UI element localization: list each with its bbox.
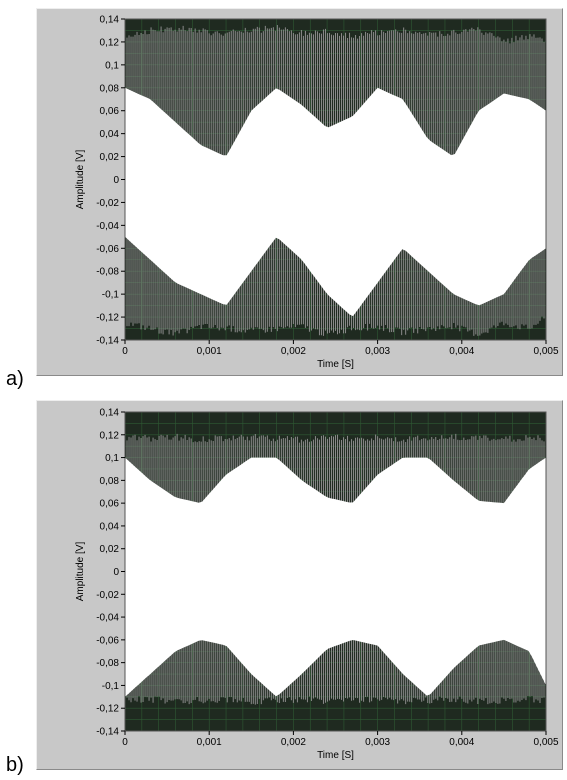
y-tick-label: -0,06 (96, 244, 119, 255)
y-tick-label: 0,08 (100, 476, 120, 487)
y-axis-title: Amplitude [V] (75, 542, 86, 602)
y-axis: 0,14 0,12 0,1 0,08 0,06 0,04 0,02 0 -0,02 -0,04 -0… (96, 408, 125, 738)
y-tick-label: -0,1 (102, 290, 120, 301)
x-axis-title: Time [S] (317, 359, 354, 370)
y-tick-label: -0,08 (96, 267, 119, 278)
y-tick-label: 0,08 (100, 83, 120, 94)
signal-core (125, 87, 546, 317)
x-tick-label: 0,004 (449, 737, 474, 748)
x-axis-unit: [S] (342, 359, 354, 370)
x-axis-unit: [S] (342, 750, 354, 761)
x-tick-label: 0,004 (449, 346, 474, 357)
x-axis: 0 0,001 0,002 0,003 0,004 0,005 (122, 340, 559, 357)
x-axis-label: Time (317, 750, 342, 761)
y-tick-label: -0,12 (96, 313, 119, 324)
x-tick-label: 0,005 (533, 346, 558, 357)
y-tick-label: -0,08 (96, 658, 119, 669)
y-tick-label: 0,1 (105, 60, 119, 71)
y-tick-label: -0,02 (96, 198, 119, 209)
y-tick-label: 0 (113, 567, 119, 578)
x-tick-label: 0,003 (365, 737, 390, 748)
chart-a: 0,14 0,12 0,1 0,08 0,06 0,04 0,02 0 -0,02 -0,04 -0… (75, 15, 559, 371)
y-tick-label: -0,04 (96, 221, 119, 232)
y-tick-label: 0,06 (100, 499, 120, 510)
x-axis: 0 0,001 0,002 0,003 0,004 0,005 (122, 731, 559, 748)
y-tick-label: 0,02 (100, 544, 120, 555)
chart-panel-a: 0,14 0,12 0,1 0,08 0,06 0,04 0,02 0 -0,02 -0,04 -0… (36, 8, 563, 376)
x-tick-label: 0 (122, 346, 128, 357)
y-tick-label: 0,06 (100, 106, 120, 117)
y-axis-unit: [V] (75, 542, 86, 554)
x-axis-label: Time (317, 359, 342, 370)
x-tick-label: 0,001 (197, 737, 222, 748)
y-axis-label: Amplitude (75, 162, 86, 209)
y-tick-label: 0,12 (100, 430, 120, 441)
x-tick-label: 0 (122, 737, 128, 748)
y-axis: 0,14 0,12 0,1 0,08 0,06 0,04 0,02 0 -0,02 -0,04 -0… (96, 15, 125, 347)
y-tick-label: -0,06 (96, 635, 119, 646)
y-tick-label: -0,12 (96, 704, 119, 715)
x-tick-label: 0,002 (281, 737, 306, 748)
y-tick-label: 0,12 (100, 37, 120, 48)
x-tick-label: 0,005 (533, 737, 558, 748)
y-tick-label: 0,14 (100, 15, 120, 26)
x-tick-label: 0,002 (281, 346, 306, 357)
y-tick-label: 0,04 (100, 521, 120, 532)
y-tick-label: -0,02 (96, 590, 119, 601)
chart-panel-b: 0,14 0,12 0,1 0,08 0,06 0,04 0,02 0 -0,02 -0,04 -0… (36, 400, 563, 770)
y-tick-label: -0,14 (96, 336, 119, 347)
y-tick-label: -0,14 (96, 727, 119, 738)
y-tick-label: 0,04 (100, 129, 120, 140)
y-axis-title: Amplitude [V] (75, 150, 86, 210)
y-tick-label: -0,1 (102, 681, 120, 692)
x-tick-label: 0,003 (365, 346, 390, 357)
figure-label-a: a) (6, 368, 24, 390)
signal-core (125, 457, 546, 697)
y-tick-label: -0,04 (96, 613, 119, 624)
y-tick-label: 0 (113, 175, 119, 186)
y-tick-label: 0,14 (100, 408, 120, 419)
y-tick-label: 0,02 (100, 152, 120, 163)
y-tick-label: 0,1 (105, 453, 119, 464)
chart-b: 0,14 0,12 0,1 0,08 0,06 0,04 0,02 0 -0,02 -0,04 -0… (75, 408, 559, 762)
y-axis-unit: [V] (75, 150, 86, 162)
figure-label-b: b) (6, 754, 24, 776)
x-axis-title: Time [S] (317, 750, 354, 761)
y-axis-label: Amplitude (75, 554, 86, 601)
x-tick-label: 0,001 (197, 346, 222, 357)
